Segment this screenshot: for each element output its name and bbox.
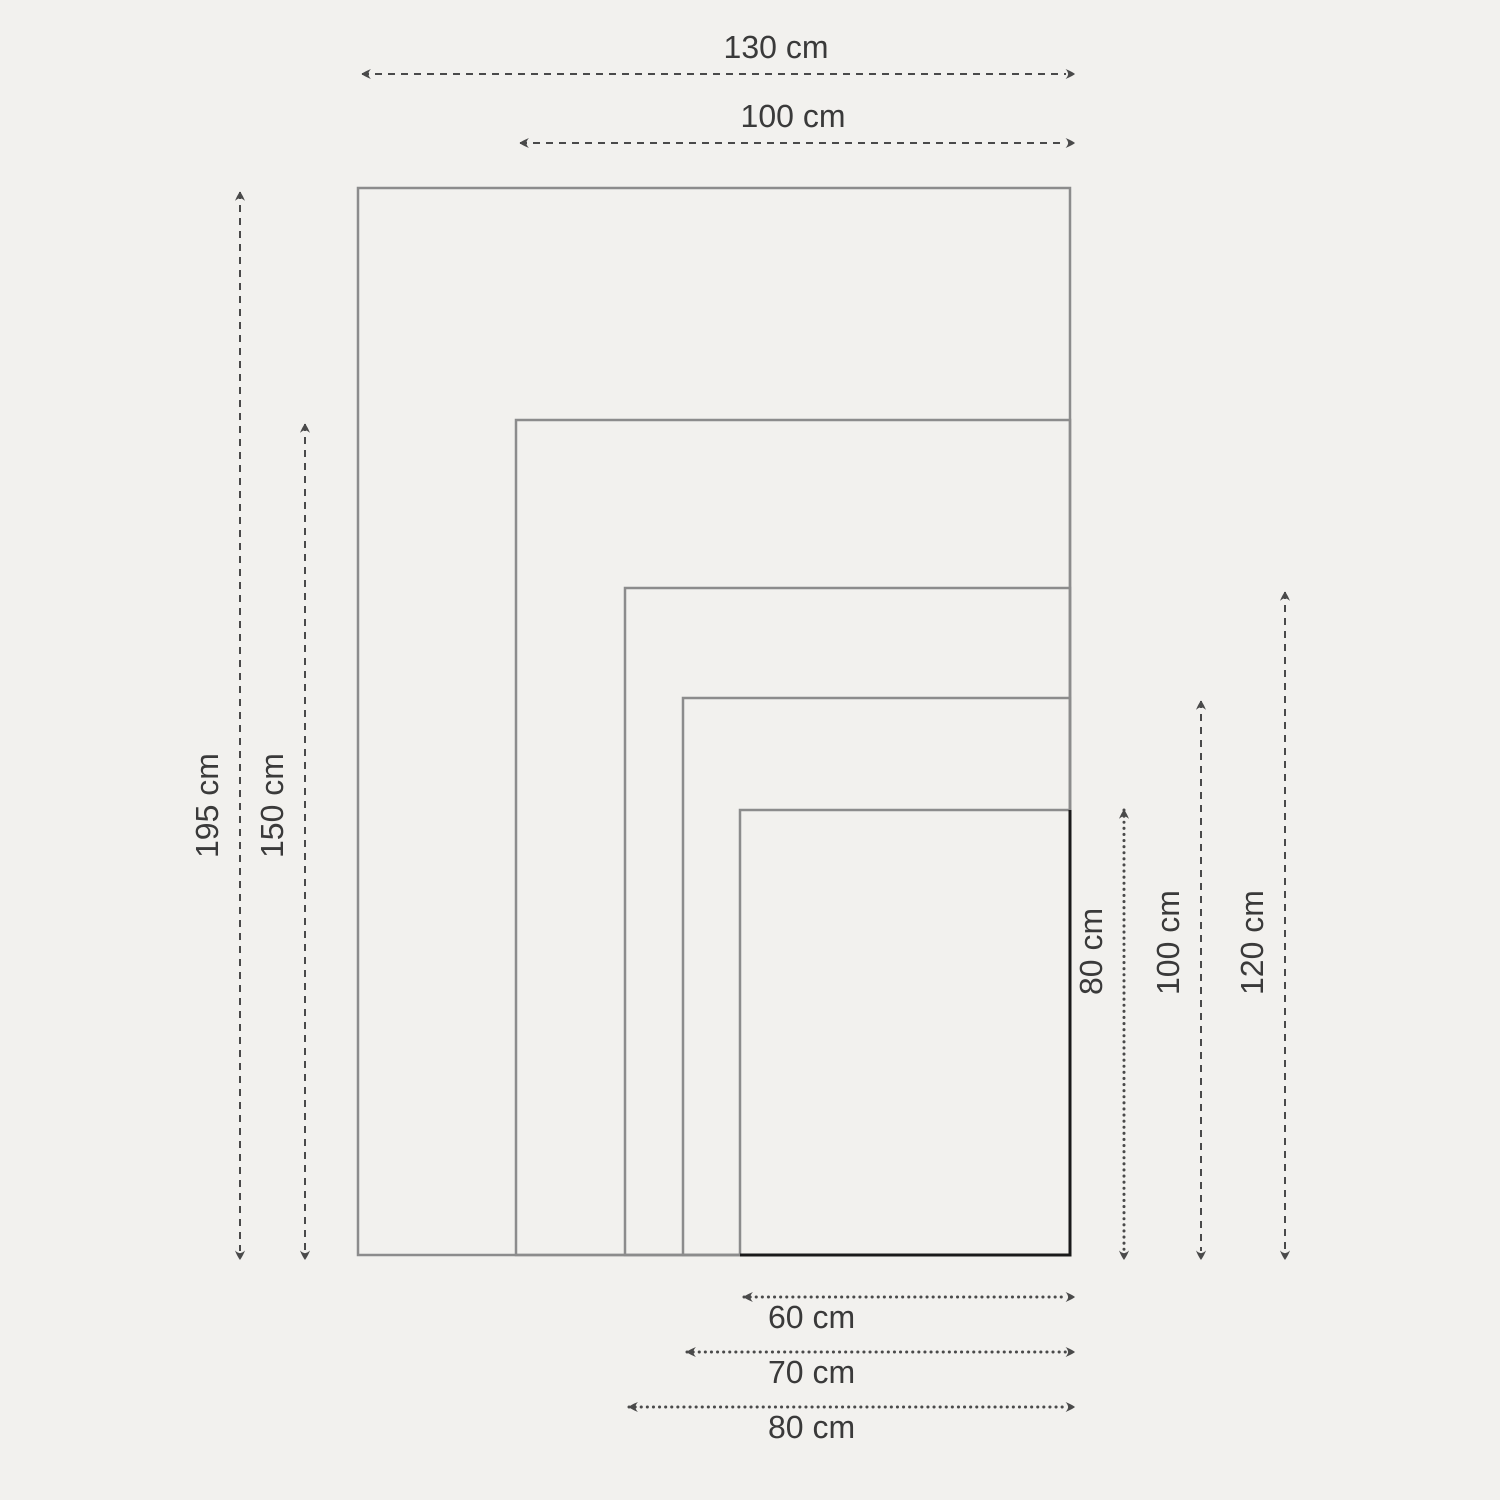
svg-text:80 cm: 80 cm [768, 1409, 855, 1445]
svg-text:195 cm: 195 cm [189, 753, 225, 858]
svg-text:100 cm: 100 cm [1150, 890, 1186, 995]
svg-text:70 cm: 70 cm [768, 1354, 855, 1390]
svg-text:150 cm: 150 cm [254, 753, 290, 858]
svg-text:130 cm: 130 cm [724, 29, 829, 65]
svg-text:100 cm: 100 cm [741, 98, 846, 134]
svg-text:60 cm: 60 cm [768, 1299, 855, 1335]
svg-text:80 cm: 80 cm [1073, 908, 1109, 995]
svg-text:120 cm: 120 cm [1234, 890, 1270, 995]
